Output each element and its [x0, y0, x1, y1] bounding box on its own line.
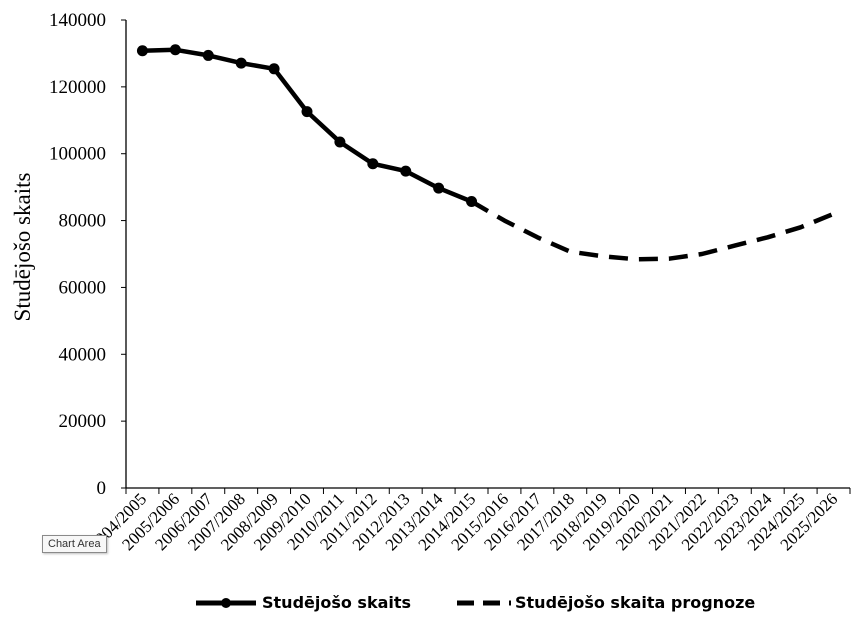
x-axis-ticks: 2004/20052005/20062006/20072007/20082008… [85, 488, 851, 554]
y-tick-label: 100000 [49, 144, 106, 165]
data-point [202, 49, 214, 61]
y-axis-label: Studējošo skaits [10, 173, 35, 322]
axes [125, 20, 850, 489]
y-tick-label: 120000 [49, 77, 106, 98]
data-point [334, 136, 346, 148]
chart-area-tooltip: Chart Area [42, 535, 107, 553]
data-point [400, 165, 412, 177]
forecast-series-line [470, 199, 835, 262]
y-tick-label: 80000 [59, 211, 107, 232]
data-point [235, 57, 247, 69]
y-tick-label: 40000 [59, 344, 107, 365]
actual-series-line [140, 47, 474, 204]
y-tick-label: 140000 [49, 10, 106, 31]
y-tick-label: 20000 [59, 411, 107, 432]
series-group [136, 44, 835, 262]
legend: Studējošo skaits Studējošo skaita progno… [196, 593, 755, 612]
data-point [268, 63, 280, 75]
y-axis-ticks: 0 20000 40000 60000 80000 100000 120000 140000 [49, 10, 126, 499]
y-tick-label: 60000 [59, 277, 107, 298]
legend-label-actual: Studējošo skaits [262, 593, 411, 612]
legend-label-forecast: Studējošo skaita prognoze [515, 593, 755, 612]
data-point [169, 44, 181, 56]
data-point [367, 158, 379, 170]
data-point [301, 106, 313, 118]
y-tick-label: 0 [97, 478, 107, 499]
data-point [136, 45, 148, 57]
data-point [433, 182, 445, 194]
legend-marker [221, 598, 231, 608]
